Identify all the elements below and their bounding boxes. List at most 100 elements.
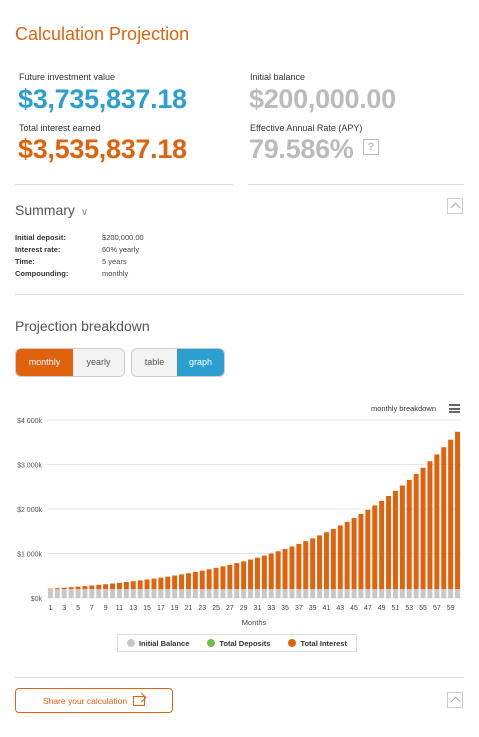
bar-total-interest <box>89 585 95 590</box>
monthly-tab[interactable]: monthly <box>16 349 73 376</box>
bar-initial-balance <box>296 589 302 598</box>
bar-initial-balance <box>172 589 178 598</box>
bar-total-interest <box>130 581 136 590</box>
bar-initial-balance <box>413 589 419 598</box>
yearly-tab[interactable]: yearly <box>72 349 124 376</box>
summary-value: 5 years <box>102 257 127 266</box>
x-tick-label: 5 <box>76 605 80 612</box>
x-tick-label: 13 <box>129 605 137 612</box>
projection-chart: monthly breakdown $0k $1 000k $2 000k $3 00… <box>15 398 464 658</box>
bar-total-interest <box>54 588 60 590</box>
bar-total-interest <box>365 509 371 590</box>
bar-initial-balance <box>441 589 447 598</box>
bar-total-interest <box>103 584 109 590</box>
x-tick-label: 59 <box>447 605 455 612</box>
bottom-collapse-button[interactable] <box>447 692 463 708</box>
bar-total-interest <box>248 559 254 590</box>
x-tick-label: 1 <box>48 605 52 612</box>
bar-initial-balance <box>123 589 129 598</box>
legend-label: Initial Balance <box>138 638 190 648</box>
graph-tab[interactable]: graph <box>177 349 224 376</box>
summary-value: 60% yearly <box>102 245 140 254</box>
help-icon[interactable]: ? <box>363 139 379 155</box>
x-tick-label: 19 <box>171 605 179 612</box>
bar-initial-balance <box>455 589 461 598</box>
summary-key: Interest rate: <box>15 245 61 254</box>
bar-initial-balance <box>448 589 454 598</box>
initial-balance-value: $200,000.00 <box>249 84 396 114</box>
x-tick-label: 31 <box>254 605 262 612</box>
apy-value: 79.586% <box>249 134 354 164</box>
interest-earned-value: $3,535,837.18 <box>18 134 187 164</box>
bar-total-interest <box>213 567 219 590</box>
chart-menu-icon[interactable] <box>449 404 460 413</box>
bar-total-interest <box>289 546 295 590</box>
x-axis-title: Months <box>242 618 267 627</box>
bar-total-interest <box>379 500 385 590</box>
bar-initial-balance <box>392 589 398 598</box>
bar-initial-balance <box>158 589 164 598</box>
bar-initial-balance <box>116 589 122 598</box>
chart-menu-label: monthly breakdown <box>370 404 436 413</box>
results-secondary: Initial balance $200,000.00 Effective An… <box>248 60 464 185</box>
summary-value: monthly <box>102 269 129 278</box>
bar-initial-balance <box>358 589 364 598</box>
x-tick-label: 55 <box>419 605 427 612</box>
legend-item-total-deposits[interactable]: Total Deposits <box>207 639 270 648</box>
bar-initial-balance <box>337 589 343 598</box>
summary-row: Time: 5 years <box>15 257 144 269</box>
bar-initial-balance <box>282 589 288 598</box>
chart-legend: Initial Balance Total Deposits Total Int… <box>117 634 357 652</box>
bar-initial-balance <box>241 589 247 598</box>
x-tick-label: 11 <box>116 605 123 612</box>
bar-total-interest <box>234 563 240 590</box>
x-tick-label: 53 <box>405 605 413 612</box>
legend-dot-icon <box>207 639 216 647</box>
x-tick-label: 43 <box>336 605 344 612</box>
bar-total-interest <box>448 439 454 590</box>
summary-heading: Summary <box>15 202 75 218</box>
summary-row: Interest rate: 60% yearly <box>15 245 144 257</box>
summary-key: Time: <box>15 257 35 266</box>
x-tick-label: 35 <box>281 605 289 612</box>
bar-total-interest <box>192 571 198 590</box>
share-calculation-button[interactable]: Share your calculation <box>15 688 173 713</box>
bar-total-interest <box>317 535 323 590</box>
interest-earned-label: Total interest earned <box>19 123 101 133</box>
x-tick-label: 39 <box>309 605 317 612</box>
x-tick-label: 47 <box>364 605 372 612</box>
bar-total-interest <box>372 505 378 590</box>
bar-total-interest <box>392 490 398 590</box>
x-tick-label: 49 <box>378 605 386 612</box>
bar-initial-balance <box>54 589 60 598</box>
x-tick-label: 37 <box>295 605 303 612</box>
x-tick-label: 33 <box>267 605 275 612</box>
table-tab[interactable]: table <box>132 349 178 376</box>
bar-total-interest <box>96 584 102 590</box>
x-tick-label: 15 <box>143 605 151 612</box>
bar-total-interest <box>261 555 267 590</box>
bar-initial-balance <box>144 589 150 598</box>
x-tick-label: 29 <box>240 605 248 612</box>
x-tick-label: 17 <box>157 605 165 612</box>
bar-initial-balance <box>165 589 171 598</box>
bar-total-interest <box>427 461 433 590</box>
legend-dot-icon <box>126 639 135 647</box>
legend-item-total-interest[interactable]: Total Interest <box>288 639 347 648</box>
bar-total-interest <box>199 570 205 590</box>
summary-collapse-button[interactable] <box>447 198 463 214</box>
period-toggle: monthly yearly <box>15 348 125 377</box>
bar-total-interest <box>110 583 116 590</box>
bar-total-interest <box>344 521 350 590</box>
bar-total-interest <box>137 580 143 590</box>
bar-total-interest <box>165 576 171 590</box>
summary-toggle[interactable]: Summary ∨ <box>15 202 88 218</box>
legend-item-initial-balance[interactable]: Initial Balance <box>126 638 190 648</box>
bar-initial-balance <box>344 589 350 598</box>
bar-initial-balance <box>179 589 185 598</box>
bar-total-interest <box>68 587 74 590</box>
bar-total-interest <box>172 575 178 590</box>
bar-initial-balance <box>330 589 336 598</box>
bar-total-interest <box>310 538 316 590</box>
future-value-label: Future investment value <box>19 72 116 82</box>
